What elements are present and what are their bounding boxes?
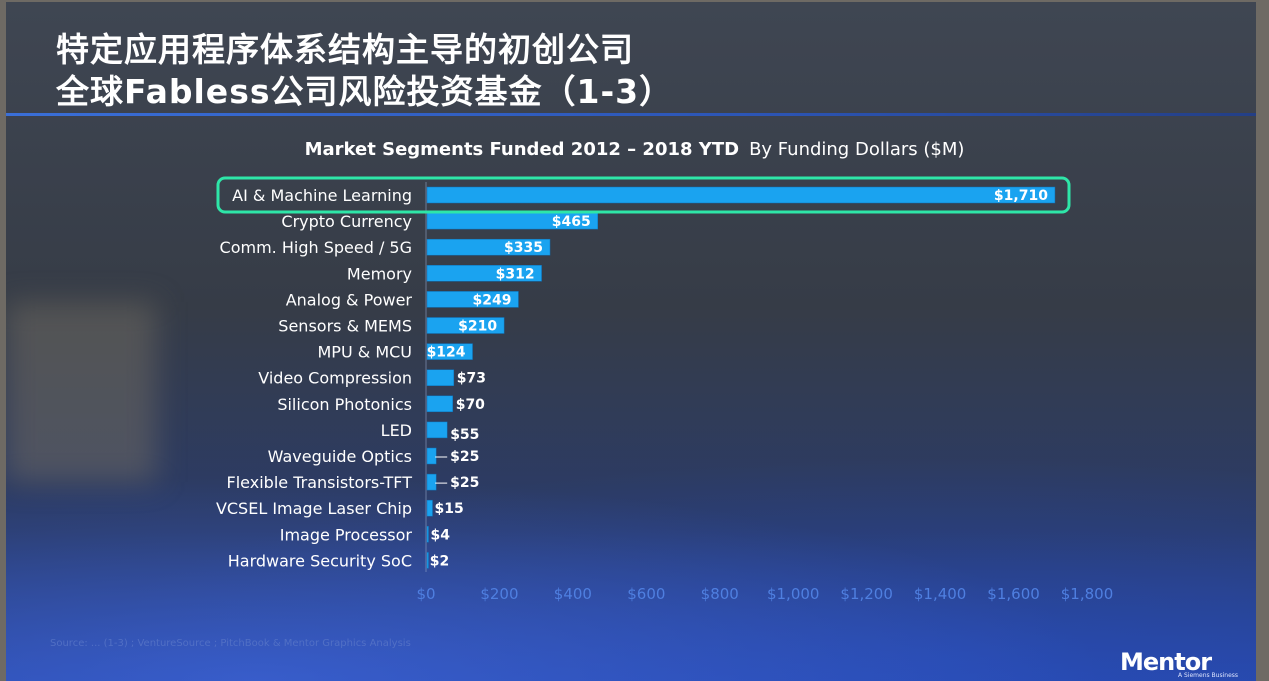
blurred-region — [6, 302, 156, 482]
bar — [426, 317, 505, 334]
category-label: Video Compression — [258, 369, 412, 388]
value-label: $124 — [427, 345, 466, 361]
slide-title-line-1: 特定应用程序体系结构主导的初创公司 — [56, 30, 634, 69]
x-tick-label: $1,400 — [914, 585, 967, 603]
value-label: $335 — [504, 240, 543, 256]
value-label: $210 — [458, 319, 497, 335]
x-tick-label: $1,200 — [840, 585, 893, 603]
value-label: $1,710 — [994, 188, 1048, 204]
category-label: Flexible Transistors-TFT — [227, 473, 413, 492]
category-label: Silicon Photonics — [277, 395, 412, 414]
chart-subtitle: By Funding Dollars ($M) — [749, 139, 965, 160]
category-label: Memory — [347, 264, 412, 283]
source-note: Source: ... (1-3) ; VentureSource ; Pitc… — [50, 638, 411, 649]
value-label: $15 — [435, 501, 464, 517]
value-label: $312 — [496, 266, 535, 282]
value-label: $465 — [552, 214, 591, 230]
bar — [426, 526, 429, 543]
bar — [426, 473, 437, 491]
x-tick-label: $1,000 — [767, 585, 820, 603]
slide: 特定应用程序体系结构主导的初创公司 全球Fabless公司风险投资基金（1-3） — [6, 2, 1256, 681]
category-label: MPU & MCU — [318, 343, 413, 362]
value-label: $55 — [450, 427, 479, 443]
category-label: VCSEL Image Laser Chip — [216, 499, 412, 518]
bar — [426, 186, 1056, 204]
chart-heading: Market Segments Funded 2012 – 2018 YTD By… — [0, 139, 1269, 160]
highlight-box — [216, 176, 1071, 214]
bar — [426, 421, 448, 439]
value-label: $73 — [457, 371, 486, 387]
category-label: Crypto Currency — [281, 212, 412, 231]
x-tick-label: $1,600 — [987, 585, 1040, 603]
bar — [426, 447, 437, 465]
title-divider — [6, 113, 1256, 116]
x-tick-label: $400 — [554, 585, 592, 603]
category-label: Image Processor — [280, 525, 413, 544]
value-label: $70 — [456, 397, 485, 413]
category-label: LED — [381, 421, 412, 440]
category-label: Comm. High Speed / 5G — [220, 238, 412, 257]
x-tick-label: $0 — [416, 585, 435, 603]
slide-title-line-2: 全球Fabless公司风险投资基金（1-3） — [56, 72, 674, 111]
value-label: $4 — [430, 527, 450, 543]
bar — [426, 552, 429, 569]
category-label: Waveguide Optics — [268, 447, 412, 466]
bar — [426, 499, 433, 517]
x-tick-label: $800 — [701, 585, 739, 603]
chart-title: Market Segments Funded 2012 – 2018 YTD — [304, 139, 740, 160]
value-label: $249 — [472, 292, 511, 308]
x-tick-label: $1,800 — [1061, 585, 1114, 603]
category-label: AI & Machine Learning — [232, 186, 412, 205]
category-label: Sensors & MEMS — [278, 317, 412, 336]
bar — [426, 265, 542, 282]
value-label: $25 — [450, 449, 479, 465]
value-label: $2 — [430, 553, 449, 569]
mentor-logo-tagline: A Siemens Business — [1178, 672, 1239, 679]
bar — [426, 369, 455, 386]
x-tick-label: $200 — [480, 585, 518, 603]
x-tick-label: $600 — [627, 585, 665, 603]
bar — [426, 238, 551, 256]
mentor-logo: Mentor — [1120, 648, 1212, 676]
value-label: $25 — [450, 475, 479, 491]
category-label: Analog & Power — [286, 290, 413, 309]
bar — [426, 291, 519, 308]
bar — [426, 343, 473, 360]
bar — [426, 395, 453, 413]
category-label: Hardware Security SoC — [228, 551, 412, 570]
